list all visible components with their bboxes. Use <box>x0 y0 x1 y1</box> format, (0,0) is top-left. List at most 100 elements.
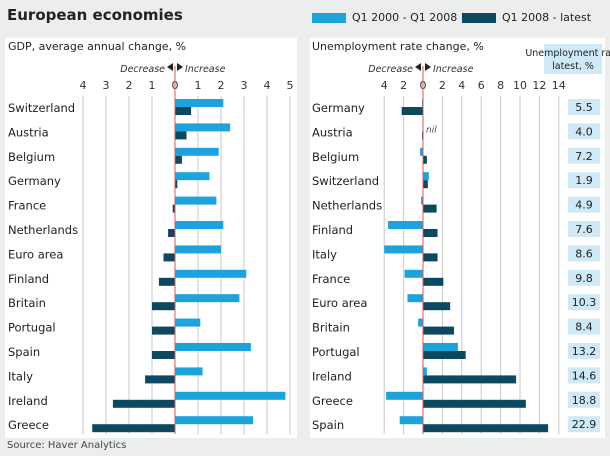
bar-period1 <box>423 172 429 181</box>
latest-value-box <box>568 172 600 189</box>
tick-label: 4 <box>80 79 87 92</box>
tick-label: 4 <box>458 79 465 92</box>
bar-period1 <box>175 221 224 229</box>
latest-value-box <box>568 343 600 359</box>
bar-period1 <box>175 318 201 327</box>
category-label: Switzerland <box>8 101 75 115</box>
latest-value-box <box>568 99 600 115</box>
category-label: Germany <box>312 101 365 115</box>
bar-period1 <box>404 269 423 278</box>
category-label: Switzerland <box>312 174 379 188</box>
category-label: Belgium <box>312 150 359 164</box>
bar-period1 <box>175 245 221 254</box>
bar-period2 <box>423 229 438 237</box>
legend-label: Q1 2008 - latest <box>502 11 592 24</box>
category-label: Portugal <box>312 345 360 359</box>
category-label: Greece <box>8 418 49 432</box>
latest-value: 4.0 <box>575 125 593 138</box>
tick-label: 2 <box>400 79 407 92</box>
bar-period1 <box>175 367 203 376</box>
latest-header-box <box>544 44 602 74</box>
category-label: Netherlands <box>312 199 382 213</box>
tick-label: 1 <box>149 79 156 92</box>
category-label: Spain <box>312 418 344 432</box>
tick-label: 8 <box>497 79 504 92</box>
bar-period2 <box>158 277 175 286</box>
legend-swatch <box>312 12 346 23</box>
tick-label: 12 <box>532 79 546 92</box>
tick-label: 5 <box>287 79 294 92</box>
bar-period1 <box>175 196 217 205</box>
latest-value: 1.9 <box>575 174 593 187</box>
tick-label: 4 <box>381 79 388 92</box>
bar-period1 <box>399 416 423 425</box>
latest-value: 22.9 <box>572 418 597 431</box>
bar-period1 <box>175 123 231 132</box>
bar-period1 <box>407 294 423 303</box>
bar-period2 <box>423 204 437 213</box>
bar-period2 <box>423 180 428 189</box>
category-label: Ireland <box>8 394 48 408</box>
source-note: Source: Haver Analytics <box>7 440 127 451</box>
legend-label: Q1 2000 - Q1 2008 <box>352 11 458 24</box>
bar-period1 <box>418 318 423 327</box>
tick-label: 2 <box>439 79 446 92</box>
tick-label: 6 <box>478 79 485 92</box>
latest-value: 5.5 <box>575 101 593 114</box>
increase-label: Increase <box>433 64 474 75</box>
latest-value-box <box>568 416 600 433</box>
gdp-panel <box>5 38 297 438</box>
gdp-chart-title: GDP, average annual change, % <box>8 40 187 53</box>
bar-period1 <box>423 343 458 351</box>
latest-value: 7.2 <box>575 150 593 163</box>
latest-value-box <box>568 318 600 335</box>
bar-period2 <box>423 375 517 384</box>
legend-item-period2: Q1 2008 - latest <box>462 11 591 24</box>
bar-period1 <box>175 416 254 425</box>
bar-period1 <box>386 391 423 400</box>
nil-annotation: nil <box>426 125 437 135</box>
latest-value-box <box>568 196 600 213</box>
increase-label: Increase <box>185 64 226 75</box>
bar-period2 <box>423 302 451 311</box>
tick-label: 2 <box>126 79 133 92</box>
bar-period2 <box>92 424 175 433</box>
category-label: Euro area <box>312 296 367 310</box>
tick-label: 10 <box>513 79 527 92</box>
bar-period2 <box>423 326 455 335</box>
bar-period2 <box>423 253 438 262</box>
category-label: Britain <box>8 296 46 310</box>
bar-period2 <box>175 155 182 164</box>
category-label: France <box>8 199 46 213</box>
arrow-left-icon <box>415 63 421 71</box>
tick-label: 4 <box>264 79 271 92</box>
unemployment-panel <box>310 38 605 438</box>
category-label: Finland <box>8 272 49 286</box>
legend-item-period1: Q1 2000 - Q1 2008 <box>312 11 457 24</box>
tick-label: 1 <box>195 79 202 92</box>
bar-period2 <box>423 399 526 408</box>
latest-value: 10.3 <box>572 296 597 309</box>
latest-value-box <box>568 391 600 408</box>
category-label: Italy <box>8 369 33 383</box>
latest-value: 14.6 <box>572 369 597 382</box>
latest-value: 9.8 <box>575 272 593 285</box>
category-label: Portugal <box>8 321 56 335</box>
latest-value-box <box>568 367 600 384</box>
legend-swatch <box>462 12 496 23</box>
bar-period2 <box>168 229 175 237</box>
unemployment-chart-title: Unemployment rate change, % <box>312 40 484 53</box>
category-label: Britain <box>312 321 350 335</box>
bar-period1 <box>175 294 240 303</box>
bar-period2 <box>175 131 187 140</box>
decrease-label: Decrease <box>120 64 165 75</box>
latest-value: 4.9 <box>575 199 593 212</box>
bar-period2 <box>401 107 423 115</box>
category-label: Netherlands <box>8 223 78 237</box>
bar-period1 <box>421 196 423 205</box>
bar-period1 <box>175 269 247 278</box>
category-label: France <box>312 272 350 286</box>
latest-value: 13.2 <box>572 345 597 358</box>
category-label: Belgium <box>8 150 55 164</box>
arrow-right-icon <box>177 63 183 71</box>
